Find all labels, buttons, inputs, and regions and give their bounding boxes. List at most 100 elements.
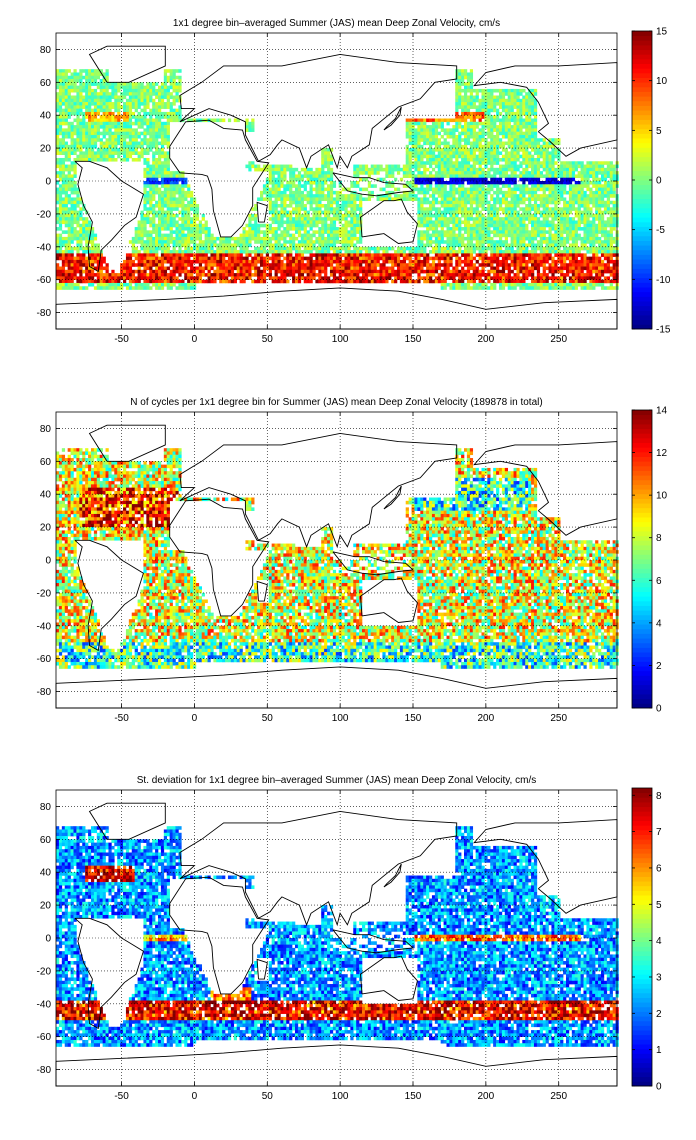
heatmap-cell [347, 204, 351, 208]
heatmap-cell [149, 118, 153, 123]
heatmap-cell [414, 141, 418, 146]
heatmap-cell [166, 184, 170, 188]
heatmap-cell [117, 141, 121, 146]
heatmap-cell [429, 223, 433, 228]
heatmap-cell [405, 118, 409, 123]
heatmap-cell [560, 217, 564, 221]
heatmap-cell [466, 213, 471, 218]
heatmap-cell [111, 115, 115, 119]
heatmap-cell [160, 210, 165, 215]
heatmap-cell [158, 85, 162, 90]
heatmap-cell [519, 233, 523, 238]
heatmap-cell [289, 164, 293, 169]
heatmap-cell [487, 128, 491, 132]
heatmap-cell [93, 98, 98, 103]
heatmap-cell [58, 144, 63, 149]
heatmap-cell [184, 197, 188, 202]
heatmap-cell [356, 167, 360, 172]
heatmap-cell [61, 102, 66, 106]
heatmap-cell [265, 177, 270, 182]
heatmap-cell [79, 75, 83, 80]
heatmap-cell [90, 128, 95, 132]
heatmap-cell [105, 125, 109, 129]
heatmap-cell [592, 230, 596, 234]
heatmap-cell [85, 233, 89, 238]
heatmap-cell [123, 138, 127, 142]
heatmap-cell [606, 207, 611, 211]
heatmap-cell [152, 217, 156, 221]
heatmap-cell [595, 181, 599, 185]
heatmap-cell [496, 230, 500, 234]
heatmap-cell [61, 148, 66, 152]
heatmap-cell [510, 115, 514, 119]
heatmap-cell [554, 187, 558, 192]
heatmap-cell [504, 157, 509, 162]
heatmap-cell [600, 220, 605, 225]
heatmap-cell [85, 98, 89, 103]
heatmap-cell [204, 223, 208, 228]
heatmap-cell [315, 200, 319, 205]
heatmap-cell [560, 236, 564, 241]
heatmap-cell [411, 164, 415, 169]
heatmap-cell [163, 181, 168, 185]
heatmap-cell [335, 240, 339, 244]
heatmap-cell [274, 197, 278, 202]
heatmap-cell [510, 148, 514, 152]
heatmap-cell [551, 223, 555, 228]
heatmap-cell [79, 118, 83, 123]
heatmap-cell [111, 131, 115, 136]
heatmap-cell [190, 204, 194, 208]
heatmap-cell [175, 197, 179, 202]
heatmap-cell [417, 134, 421, 139]
heatmap-cell [464, 148, 468, 152]
heatmap-cell [469, 79, 474, 83]
heatmap-cell [114, 92, 118, 96]
heatmap-cell [152, 118, 156, 123]
heatmap-cell [423, 210, 427, 215]
heatmap-cell [510, 240, 514, 244]
heatmap-cell [96, 82, 101, 86]
heatmap-cell [379, 177, 383, 182]
heatmap-cell [487, 187, 491, 192]
heatmap-cell [507, 88, 511, 93]
heatmap-cell [574, 233, 578, 238]
heatmap-cell [137, 223, 141, 228]
heatmap-cell [248, 243, 252, 248]
heatmap-cell [525, 171, 529, 175]
heatmap-cell [504, 210, 509, 215]
heatmap-cell [542, 138, 546, 142]
heatmap-cell [533, 148, 538, 152]
heatmap-cell [134, 82, 138, 86]
heatmap-cell [114, 118, 118, 123]
heatmap-cell [96, 148, 101, 152]
heatmap-cell [455, 190, 459, 195]
heatmap-cell [268, 194, 272, 198]
heatmap-cell [405, 167, 409, 172]
heatmap-cell [187, 207, 191, 211]
heatmap-cell [117, 154, 121, 159]
heatmap-cell [318, 194, 322, 198]
heatmap-cell [58, 246, 63, 251]
heatmap-cell [513, 217, 517, 221]
heatmap-cell [516, 217, 520, 221]
heatmap-cell [73, 233, 77, 238]
heatmap-cell [516, 187, 520, 192]
heatmap-cell [61, 157, 66, 162]
heatmap-cell [149, 85, 153, 90]
heatmap-cell [353, 207, 357, 211]
heatmap-cell [160, 194, 165, 198]
heatmap-cell [64, 243, 68, 248]
heatmap-cell [245, 164, 249, 169]
heatmap-cell [551, 200, 555, 205]
heatmap-cell [519, 230, 523, 234]
heatmap-cell [571, 174, 576, 179]
heatmap-cell [163, 246, 168, 251]
heatmap-cell [160, 125, 165, 129]
heatmap-cell [423, 233, 427, 238]
heatmap-cell [568, 223, 573, 228]
heatmap-cell [283, 230, 287, 234]
heatmap-cell [292, 197, 296, 202]
heatmap-cell [595, 171, 599, 175]
heatmap-cell [312, 174, 316, 179]
heatmap-cell [446, 181, 450, 185]
